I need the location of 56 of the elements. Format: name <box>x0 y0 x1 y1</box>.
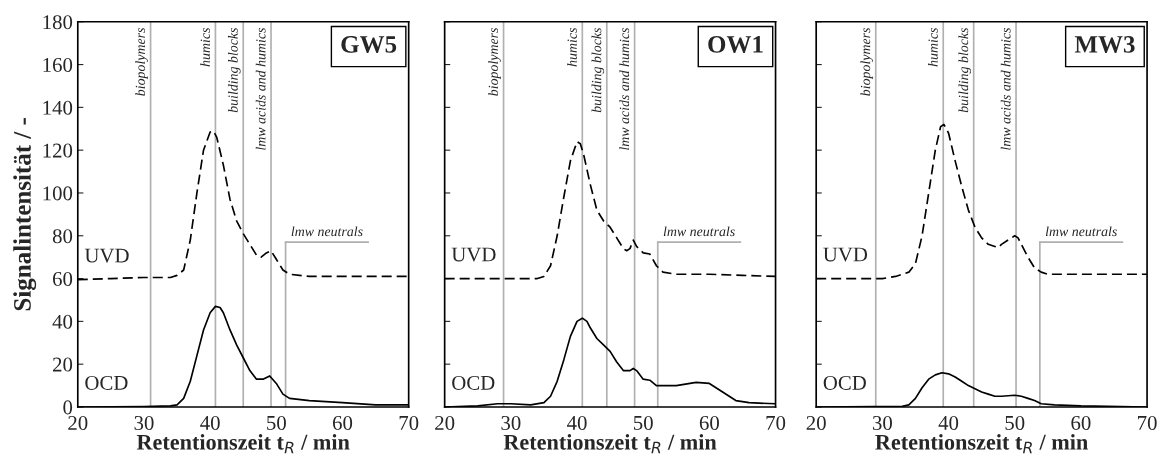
ref-line-label: humics <box>928 27 938 67</box>
ref-line-label: lmw acids and humics <box>255 27 266 150</box>
series-label: UVD <box>823 247 868 262</box>
y-tick-label: 160 <box>43 57 73 72</box>
ref-line-label: lmw acids and humics <box>619 27 630 150</box>
series-label: UVD <box>451 247 496 262</box>
ref-line-label: humics <box>200 27 210 67</box>
x-tick-label: 70 <box>766 415 786 430</box>
y-tick-label: 80 <box>52 229 73 244</box>
series-label: OCD <box>823 375 866 390</box>
y-tick-label: 40 <box>52 314 73 329</box>
ref-line-label: building blocks <box>958 27 972 113</box>
chart-title: GW5 <box>341 36 397 53</box>
x-tick-label: 20 <box>806 415 826 430</box>
x-tick-label: 30 <box>872 415 892 430</box>
y-axis-title: Signalintensität / - <box>13 118 37 311</box>
x-tick-label: 60 <box>332 415 353 430</box>
y-tick-label: 140 <box>43 100 73 115</box>
ref-line-label: lmw neutrals <box>663 226 735 237</box>
ref-line-label: lmw neutrals <box>291 226 363 237</box>
y-tick-label: 60 <box>52 271 73 286</box>
ref-line-label: biopolymers <box>860 27 874 96</box>
series-label: OCD <box>452 375 495 390</box>
x-tick-label: 70 <box>1138 415 1157 430</box>
x-tick-label: 60 <box>699 415 719 430</box>
ref-line-label: lmw neutrals <box>1045 226 1117 237</box>
x-tick-label: 20 <box>68 415 88 430</box>
ref-line-label: building blocks <box>591 27 605 113</box>
x-tick-label: 30 <box>501 415 521 430</box>
x-tick-label: 40 <box>567 415 587 430</box>
ref-line-label: biopolymers <box>488 27 501 96</box>
x-axis-title: Retentionszeit t$_{R}$ / min <box>136 434 350 454</box>
y-tick-label: 0 <box>63 400 73 415</box>
x-tick-label: 30 <box>134 415 154 430</box>
x-axis-title: Retentionszeit t$_{R}$ / min <box>503 434 717 454</box>
x-tick-label: 70 <box>399 415 419 430</box>
y-tick-label: 180 <box>43 15 73 30</box>
x-tick-label: 40 <box>200 415 220 430</box>
ref-line-label: building blocks <box>227 27 241 113</box>
ref-line-label: lmw acids and humics <box>1000 27 1011 150</box>
y-tick-label: 120 <box>43 143 73 158</box>
x-tick-label: 20 <box>435 415 455 430</box>
series-label: UVD <box>84 248 129 263</box>
y-tick-label: 20 <box>53 357 73 372</box>
chart-title: MW3 <box>1074 36 1135 53</box>
ref-line-label: biopolymers <box>135 27 148 96</box>
x-tick-label: 50 <box>633 415 653 430</box>
x-tick-label: 60 <box>1071 415 1091 430</box>
x-axis-title: Retentionszeit t$_{R}$ / min <box>875 434 1088 454</box>
ref-line-label: humics <box>567 27 577 67</box>
x-tick-label: 50 <box>267 415 286 430</box>
chart-title: OW1 <box>708 36 763 53</box>
series-label: OCD <box>85 375 128 390</box>
x-tick-label: 50 <box>1005 415 1025 430</box>
x-tick-label: 40 <box>938 415 959 430</box>
y-tick-label: 100 <box>43 186 73 201</box>
